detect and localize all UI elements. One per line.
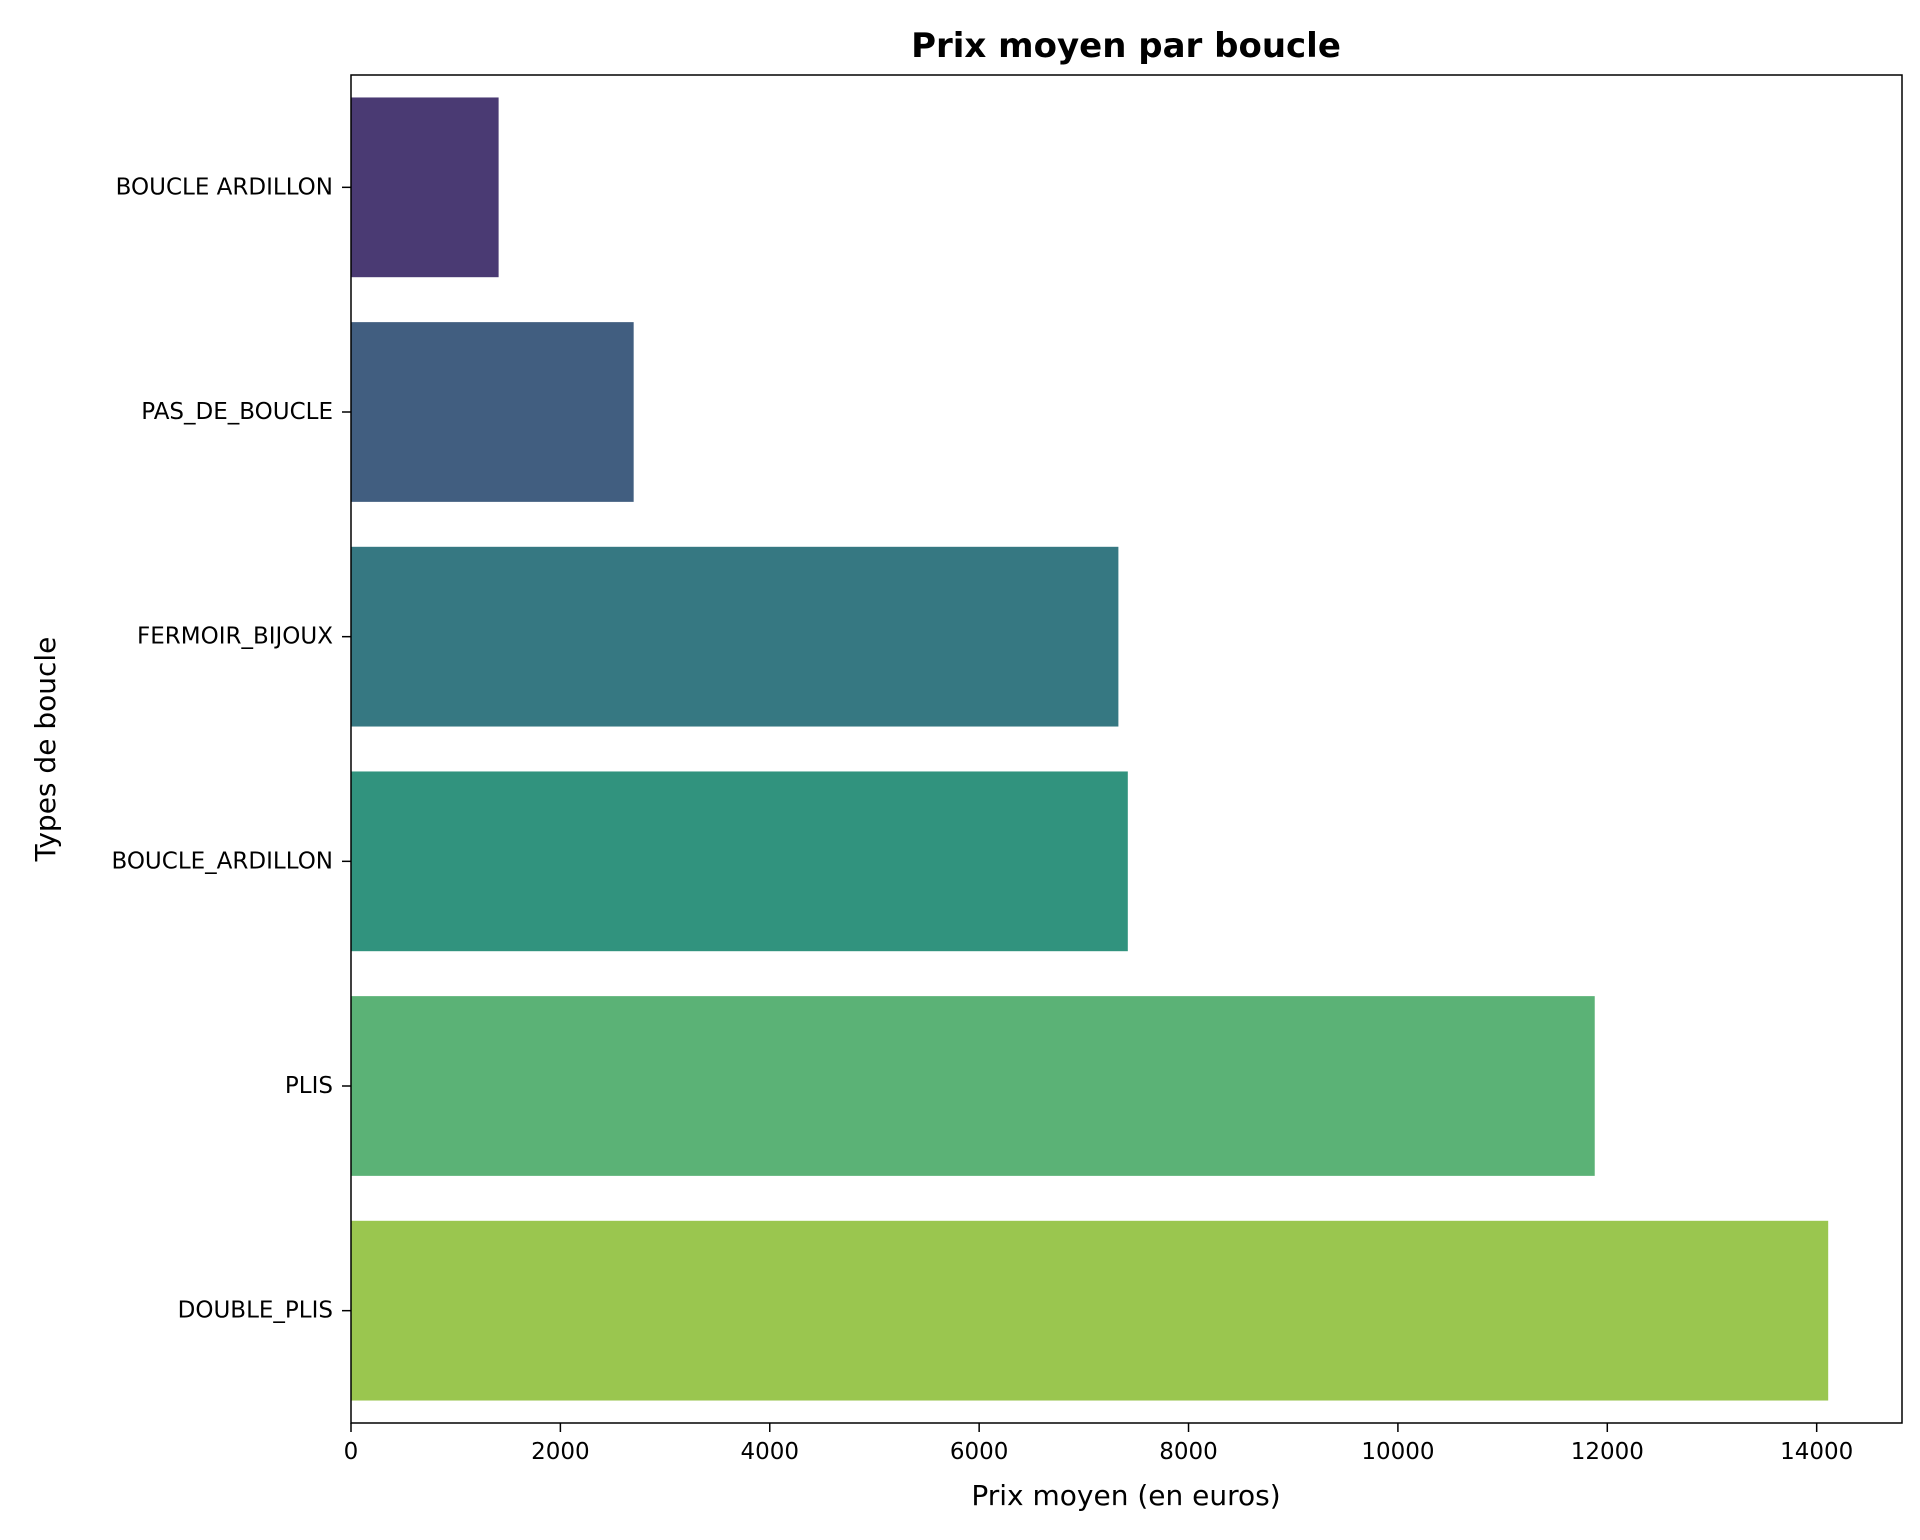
y-tick-label: DOUBLE_PLIS bbox=[178, 1298, 333, 1324]
x-axis-label: Prix moyen (en euros) bbox=[971, 1479, 1280, 1512]
bar-2 bbox=[351, 546, 1119, 727]
x-tick-label: 6000 bbox=[950, 1439, 1009, 1465]
chart-title: Prix moyen par boucle bbox=[911, 26, 1341, 66]
x-axis-ticks: 0 2000 4000 6000 8000 10000 12000 14000 bbox=[344, 1423, 1853, 1465]
plot-frame bbox=[350, 74, 1903, 1424]
bar-5 bbox=[351, 1220, 1829, 1401]
x-tick-label: 0 bbox=[344, 1439, 359, 1465]
bars-group bbox=[351, 97, 1829, 1401]
x-tick-label: 8000 bbox=[1159, 1439, 1218, 1465]
y-tick-label: PAS_DE_BOUCLE bbox=[141, 399, 333, 425]
y-tick-label: FERMOIR_BIJOUX bbox=[137, 624, 333, 650]
bar-3 bbox=[351, 771, 1128, 952]
x-tick-label: 10000 bbox=[1361, 1439, 1434, 1465]
bar-1 bbox=[351, 322, 634, 502]
y-axis-ticks: BOUCLE ARDILLON PAS_DE_BOUCLE FERMOIR_BIJO… bbox=[111, 174, 351, 1324]
y-tick-label: BOUCLE_ARDILLON bbox=[111, 848, 333, 874]
y-tick-label: BOUCLE ARDILLON bbox=[116, 174, 333, 200]
bar-0 bbox=[351, 97, 499, 278]
x-tick-label: 4000 bbox=[740, 1439, 799, 1465]
x-tick-label: 12000 bbox=[1571, 1439, 1644, 1465]
y-tick-label: PLIS bbox=[285, 1073, 333, 1099]
x-tick-label: 14000 bbox=[1780, 1439, 1853, 1465]
bar-4 bbox=[351, 996, 1595, 1176]
y-axis-label: Types de boucle bbox=[29, 637, 62, 863]
x-tick-label: 2000 bbox=[531, 1439, 590, 1465]
